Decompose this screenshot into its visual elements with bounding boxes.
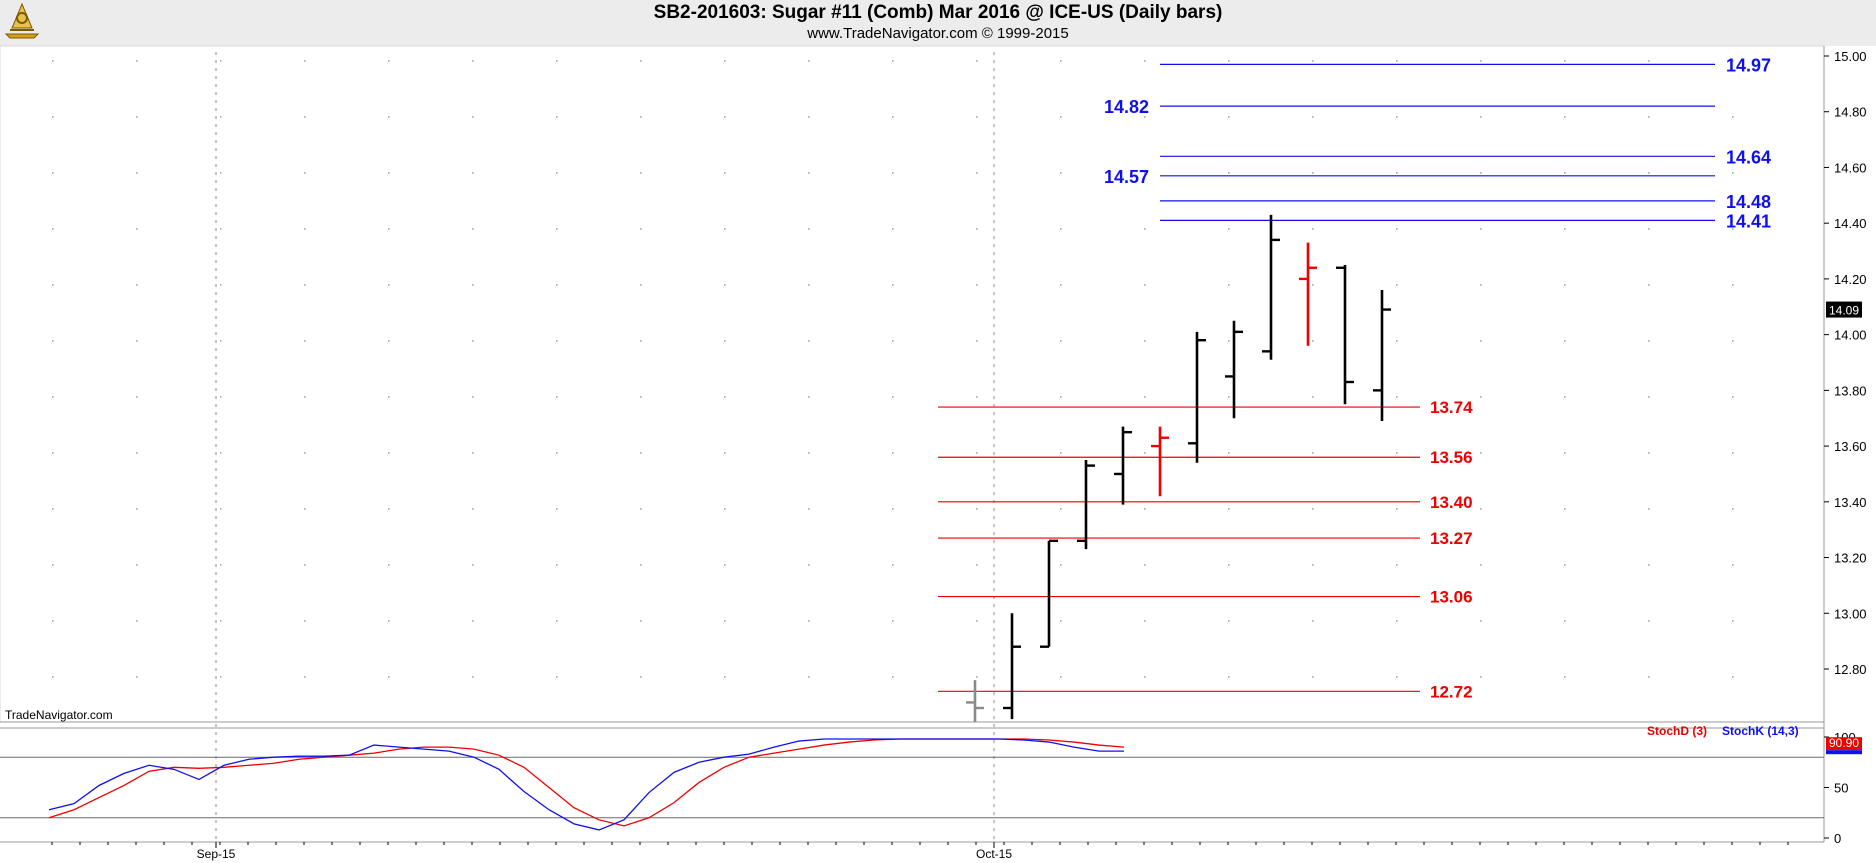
minor-date-ticks — [51, 842, 1789, 845]
support-label: 13.40 — [1430, 493, 1473, 512]
legend-stochk: StochK (14,3) — [1722, 724, 1799, 738]
price-tick-label: 15.00 — [1834, 49, 1867, 64]
resistance-label: 14.82 — [1104, 97, 1149, 117]
price-tick-label: 14.60 — [1834, 160, 1867, 175]
series-line-stochd — [48, 738, 1125, 827]
last-price-label: 14.09 — [1829, 304, 1859, 318]
watermark-text: TradeNavigator.com — [5, 708, 113, 722]
chart-subtitle: www.TradeNavigator.com © 1999-2015 — [807, 25, 1069, 42]
support-label: 13.74 — [1430, 398, 1473, 417]
stochd-value-label: 90.90 — [1829, 736, 1859, 750]
stochd-value-box — [1826, 737, 1862, 751]
oscillator-tick-label: 50 — [1834, 781, 1848, 796]
price-tick-label: 14.00 — [1834, 328, 1867, 343]
price-tick-label: 12.80 — [1834, 662, 1867, 677]
price-tick-label: 13.60 — [1834, 439, 1867, 454]
price-tick-label: 13.40 — [1834, 495, 1867, 510]
last-price-box — [1826, 301, 1862, 318]
support-label: 13.56 — [1430, 448, 1473, 467]
support-label: 12.72 — [1430, 682, 1473, 701]
legend-stochd: StochD (3) — [1647, 724, 1707, 738]
price-tick-label: 14.80 — [1834, 105, 1867, 120]
navigator-logo-icon — [4, 2, 40, 39]
date-axis: Sep-15 Oct-15 — [51, 842, 1789, 861]
chart-header: SB2-201603: Sugar #11 (Comb) Mar 2016 @ … — [0, 0, 1876, 46]
chart-title: SB2-201603: Sugar #11 (Comb) Mar 2016 @ … — [653, 2, 1223, 23]
resistance-label: 14.48 — [1726, 192, 1771, 212]
price-tick-label: 13.80 — [1834, 383, 1867, 398]
oscillator-tick-label: 0 — [1834, 831, 1841, 846]
price-grid: 15.00 14.80 14.60 14.40 14.20 14.00 13.80 13.60… — [1824, 49, 1867, 677]
grid-dot-pattern — [52, 60, 1734, 678]
price-tick-label: 14.20 — [1834, 272, 1867, 287]
date-tick-label: Sep-15 — [197, 847, 236, 861]
oscillator-grid: 100500StochD (3)StochK (14,3) — [0, 724, 1856, 846]
chart-frame — [0, 45, 1825, 843]
date-tick-label: Oct-15 — [976, 847, 1012, 861]
price-tick-label: 13.00 — [1834, 606, 1867, 621]
stochk-value-box — [1826, 750, 1862, 755]
support-label: 13.27 — [1430, 529, 1473, 548]
resistance-label: 14.64 — [1726, 147, 1771, 167]
resistance-label: 14.57 — [1104, 167, 1149, 187]
grid-dots — [52, 52, 1734, 842]
price-tick-label: 14.40 — [1834, 216, 1867, 231]
resistance-label: 14.41 — [1726, 211, 1771, 231]
price-tick-label: 13.20 — [1834, 551, 1867, 566]
price-bars — [966, 214, 1391, 722]
series-line-stochk — [48, 738, 1124, 831]
stochastic-oscillator: 90.90 — [48, 736, 1862, 831]
support-label: 13.06 — [1430, 588, 1473, 607]
resistance-label: 14.97 — [1726, 55, 1771, 75]
